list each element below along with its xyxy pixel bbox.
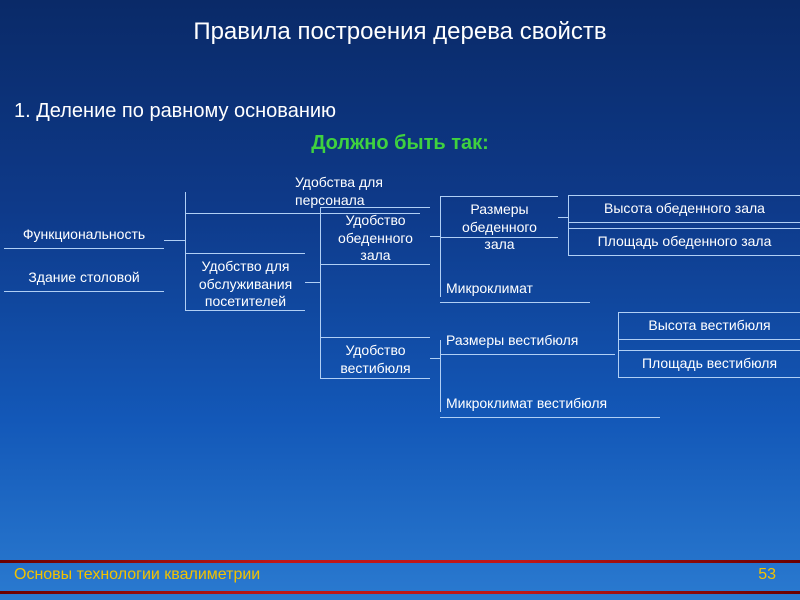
node-lobby-convenience: Удобство вестибюля bbox=[320, 337, 430, 379]
footer-text: Основы технологии квалиметрии bbox=[14, 566, 260, 584]
connector bbox=[164, 240, 186, 241]
rule-text: 1. Деление по равному основанию bbox=[14, 100, 336, 123]
connector bbox=[558, 217, 568, 218]
footer: Основы технологии квалиметрии 53 bbox=[0, 560, 800, 594]
node-dining-height: Высота обеденного зала bbox=[568, 195, 800, 223]
node-lobby-size: Размеры вестибюля bbox=[440, 328, 615, 355]
node-lobby-height: Высота вестибюля bbox=[618, 312, 800, 340]
footer-divider bbox=[0, 591, 800, 594]
node-lobby-area: Площадь вестибюля bbox=[618, 350, 800, 378]
node-visitors-convenience: Удобство для обслуживания посетителей bbox=[185, 253, 305, 311]
node-dining-size: Размеры обеденного зала bbox=[440, 196, 558, 238]
page-number: 53 bbox=[758, 566, 776, 584]
slide: Правила построения дерева свойств 1. Дел… bbox=[0, 0, 800, 600]
node-dining-microclimate: Микроклимат bbox=[440, 276, 590, 303]
slide-title: Правила построения дерева свойств bbox=[0, 18, 800, 46]
node-functionality: Функциональность bbox=[4, 222, 164, 249]
connector bbox=[430, 236, 440, 237]
node-dining-area: Площадь обеденного зала bbox=[568, 228, 800, 256]
connector bbox=[305, 282, 321, 283]
node-dining-convenience: Удобство обеденного зала bbox=[320, 207, 430, 265]
footer-divider bbox=[0, 560, 800, 563]
subtitle: Должно быть так: bbox=[0, 132, 800, 155]
node-lobby-microclimate: Микроклимат вестибюля bbox=[440, 391, 660, 418]
node-building: Здание столовой bbox=[4, 265, 164, 292]
connector bbox=[430, 358, 440, 359]
